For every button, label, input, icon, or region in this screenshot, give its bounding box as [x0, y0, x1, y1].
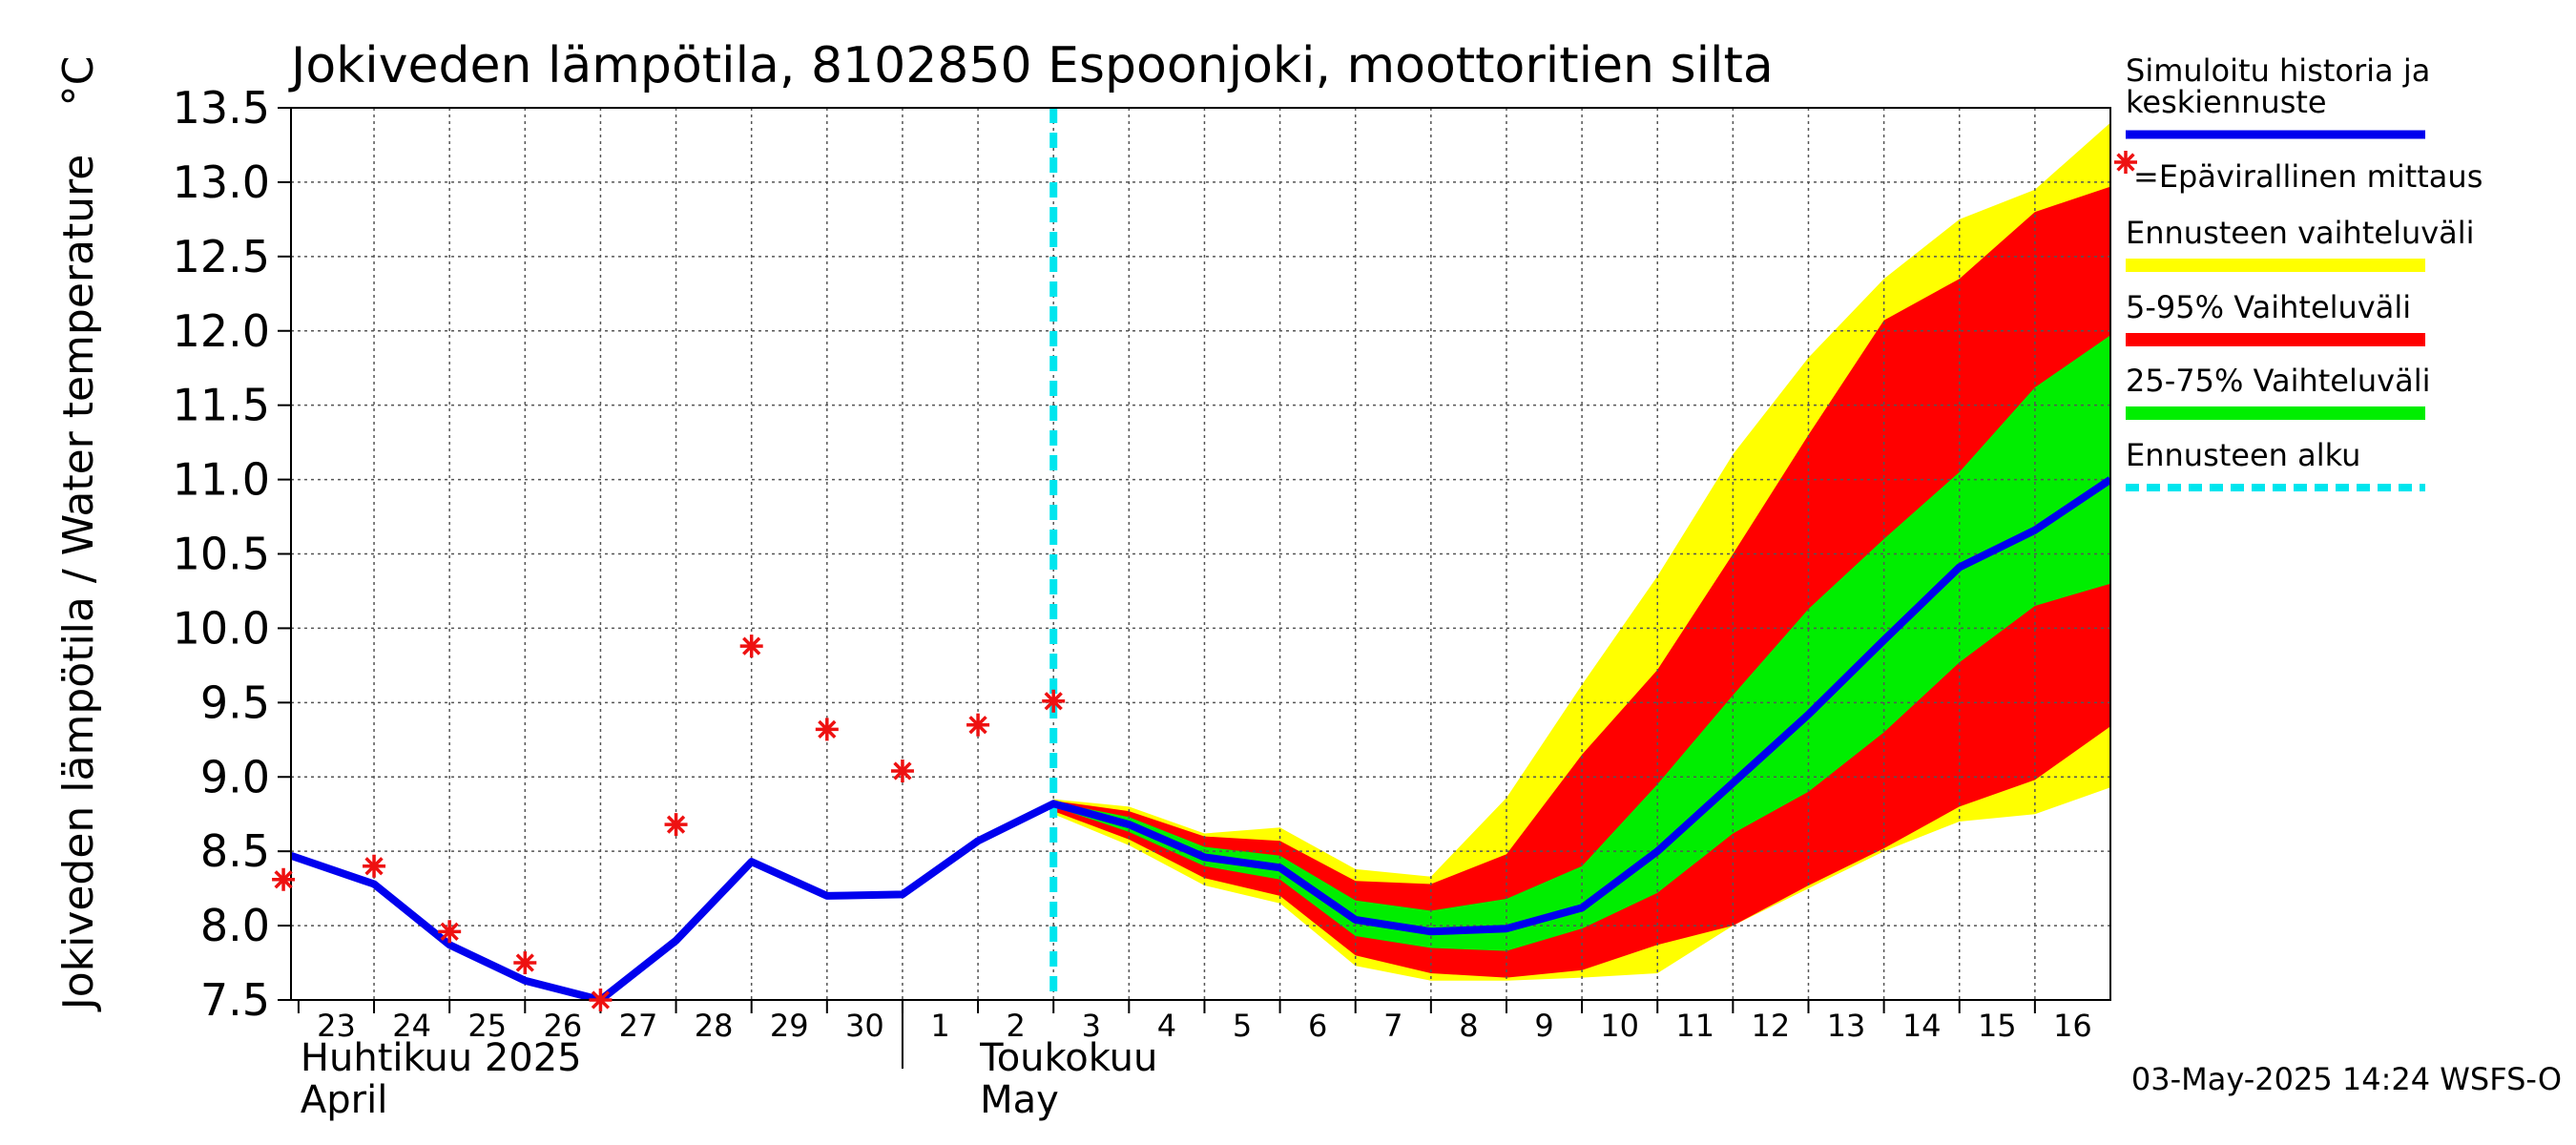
month-label-fi: Toukokuu: [979, 1036, 1157, 1080]
observation-point: [363, 854, 386, 878]
x-tick-label: 26: [544, 1008, 583, 1044]
y-axis-unit: °C: [54, 56, 103, 107]
observation-point: [966, 713, 990, 737]
legend-observation-swatch: [2114, 151, 2137, 174]
y-tick-label: 8.5: [200, 825, 270, 877]
x-tick-label: 9: [1534, 1008, 1553, 1044]
x-tick-label: 29: [770, 1008, 809, 1044]
x-tick-label: 16: [2053, 1008, 2092, 1044]
plot-area: [291, 108, 2110, 1000]
x-tick-label: 25: [467, 1008, 507, 1044]
observation-point: [513, 951, 537, 975]
x-tick-label: 2: [1006, 1008, 1025, 1044]
x-tick-label: 6: [1308, 1008, 1327, 1044]
legend-band-25-75-swatch: [2126, 406, 2425, 420]
observation-point: [739, 635, 763, 658]
y-tick-label: 11.0: [173, 454, 270, 506]
y-tick-label: 13.0: [173, 156, 270, 208]
observation-point: [1042, 689, 1066, 713]
x-tick-label: 24: [392, 1008, 431, 1044]
x-tick-label: 15: [1978, 1008, 2017, 1044]
legend-band-total-swatch: [2126, 259, 2425, 272]
x-tick-label: 23: [317, 1008, 356, 1044]
y-tick-label: 12.0: [173, 305, 270, 357]
y-tick-label: 13.5: [173, 82, 270, 134]
x-tick-label: 27: [619, 1008, 658, 1044]
chart-title: Jokiveden lämpötila, 8102850 Espoonjoki,…: [288, 37, 1774, 94]
x-tick-label: 30: [845, 1008, 884, 1044]
band-5-95: [1053, 186, 2110, 978]
x-tick-label: 4: [1157, 1008, 1176, 1044]
x-tick-label: 28: [695, 1008, 734, 1044]
x-tick-label: 3: [1082, 1008, 1101, 1044]
x-tick-label: 1: [930, 1008, 949, 1044]
axis-ticks: 7.5 8.0 8.5 9.0 9.5 10.0 10.5 11.0 11.5 12.0 12.5 1…: [173, 82, 2111, 1122]
y-tick-label: 10.5: [173, 529, 270, 580]
x-tick-label: 5: [1233, 1008, 1252, 1044]
y-axis-label: Jokiveden lämpötila / Water temperature: [54, 155, 103, 1013]
x-tick-label: 11: [1675, 1008, 1714, 1044]
band-25-75: [1053, 335, 2110, 951]
observation-point: [890, 760, 914, 783]
legend-band-5-95-label: 5-95% Vaihteluväli: [2126, 289, 2411, 325]
observation-point: [438, 920, 462, 944]
x-tick-label: 13: [1827, 1008, 1866, 1044]
timestamp-footer: 03-May-2025 14:24 WSFS-O: [2131, 1061, 2562, 1097]
legend-observation-label: =Epävirallinen mittaus: [2133, 158, 2483, 195]
y-tick-label: 12.5: [173, 231, 270, 282]
legend-band-25-75-label: 25-75% Vaihteluväli: [2126, 363, 2430, 399]
simulated-series-line: [291, 476, 2110, 1000]
x-tick-label: 14: [1902, 1008, 1942, 1044]
observation-point: [589, 989, 613, 1011]
y-tick-label: 10.0: [173, 602, 270, 654]
y-tick-label: 9.5: [200, 677, 270, 728]
legend-simulated-label-2: keskiennuste: [2126, 84, 2327, 120]
y-tick-label: 7.5: [200, 974, 270, 1026]
observation-point: [664, 813, 688, 837]
y-tick-label: 11.5: [173, 380, 270, 431]
month-label-fi: Huhtikuu 2025: [301, 1036, 582, 1080]
legend-band-5-95-swatch: [2126, 333, 2425, 346]
x-tick-label: 12: [1752, 1008, 1791, 1044]
month-label-en: May: [980, 1078, 1059, 1122]
legend-band-total-label: Ennusteen vaihteluväli: [2126, 215, 2475, 251]
x-tick-label: 8: [1459, 1008, 1478, 1044]
legend-forecast-start-label: Ennusteen alku: [2126, 437, 2360, 473]
observation-point: [815, 718, 839, 741]
y-tick-label: 9.0: [200, 751, 270, 802]
x-tick-label: 10: [1600, 1008, 1639, 1044]
legend-simulated-label: Simuloitu historia ja: [2126, 52, 2430, 89]
observation-markers: [272, 635, 1066, 1011]
month-label-en: April: [301, 1078, 387, 1122]
y-tick-label: 8.0: [200, 900, 270, 951]
x-tick-label: 7: [1383, 1008, 1402, 1044]
observation-point: [272, 867, 296, 891]
